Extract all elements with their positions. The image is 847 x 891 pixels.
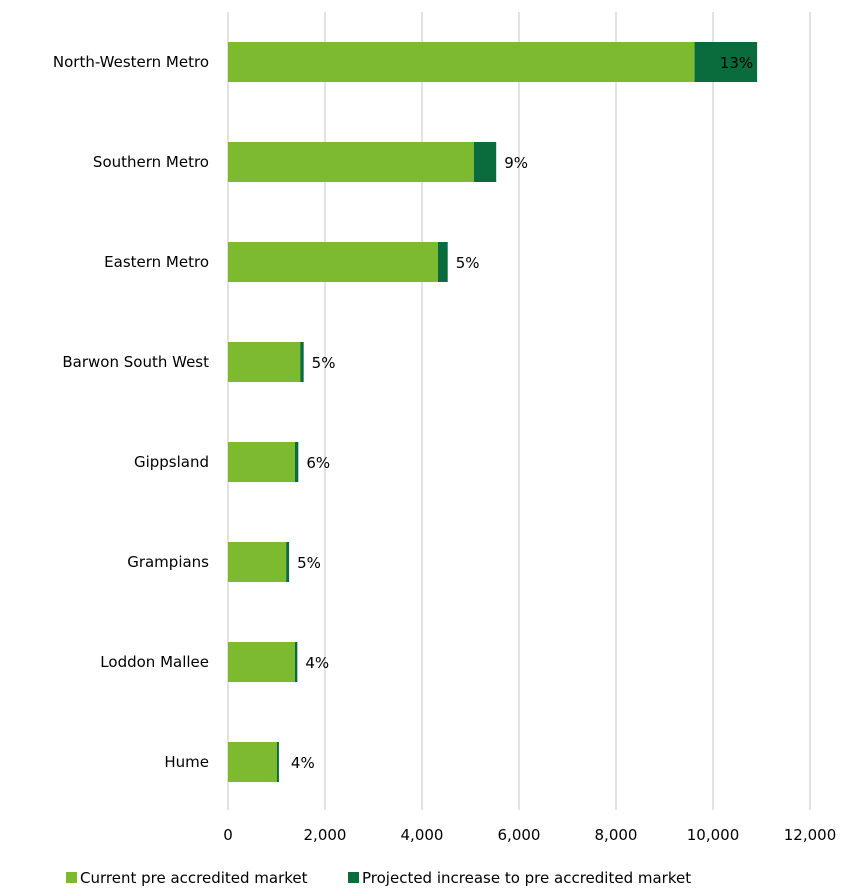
bar-current-market <box>228 742 277 782</box>
bar-current-market <box>228 542 287 582</box>
legend-swatch <box>66 872 77 883</box>
category-label: Grampians <box>127 553 209 571</box>
category-labels: North-Western Metro Southern Metro Eastern… <box>53 53 209 771</box>
x-tick-label: 6,000 <box>498 826 541 844</box>
category-label: North-Western Metro <box>53 53 209 71</box>
data-label: 4% <box>291 754 315 772</box>
legend-swatch <box>348 872 359 883</box>
data-labels: 13% 9% 5% 5% 6% 5% 4% 4% <box>291 54 753 772</box>
category-label: Gippsland <box>134 453 209 471</box>
data-label: 4% <box>305 654 329 672</box>
bar-current-market <box>228 442 295 482</box>
bar-current-market <box>228 342 301 382</box>
category-label: Hume <box>164 753 209 771</box>
bar-projected-increase <box>294 442 299 482</box>
gridlines <box>227 12 811 810</box>
x-tick-label: 2,000 <box>304 826 347 844</box>
data-label: 5% <box>312 354 336 372</box>
bar-projected-increase <box>294 642 298 682</box>
bar-current-market <box>228 242 439 282</box>
legend: Current pre accredited market Projected i… <box>66 869 691 887</box>
category-label: Eastern Metro <box>104 253 209 271</box>
bar-projected-increase <box>694 42 758 82</box>
legend-label: Projected increase to pre accredited mar… <box>362 869 691 887</box>
bar-projected-increase <box>438 242 448 282</box>
bar-projected-increase <box>473 142 497 182</box>
x-tick-label: 4,000 <box>401 826 444 844</box>
bar-current-market <box>228 42 695 82</box>
bar-projected-increase <box>276 742 279 782</box>
x-tick-label: 8,000 <box>595 826 638 844</box>
x-tick-label: 12,000 <box>784 826 837 844</box>
data-label: 5% <box>297 554 321 572</box>
category-label: Barwon South West <box>62 353 209 371</box>
x-axis-tick-labels: 0 2,000 4,000 6,000 8,000 10,000 12,000 <box>223 826 836 844</box>
category-label: Loddon Mallee <box>100 653 209 671</box>
bar-current-market <box>228 642 295 682</box>
category-label: Southern Metro <box>93 153 209 171</box>
data-label: 9% <box>504 154 528 172</box>
x-tick-label: 10,000 <box>687 826 740 844</box>
bar-current-market <box>228 142 474 182</box>
x-tick-label: 0 <box>223 826 233 844</box>
legend-label: Current pre accredited market <box>80 869 308 887</box>
bar-projected-increase <box>286 542 290 582</box>
data-label: 6% <box>306 454 330 472</box>
bar-projected-increase <box>300 342 304 382</box>
data-label: 13% <box>720 54 753 72</box>
bars <box>228 42 758 782</box>
data-label: 5% <box>456 254 480 272</box>
